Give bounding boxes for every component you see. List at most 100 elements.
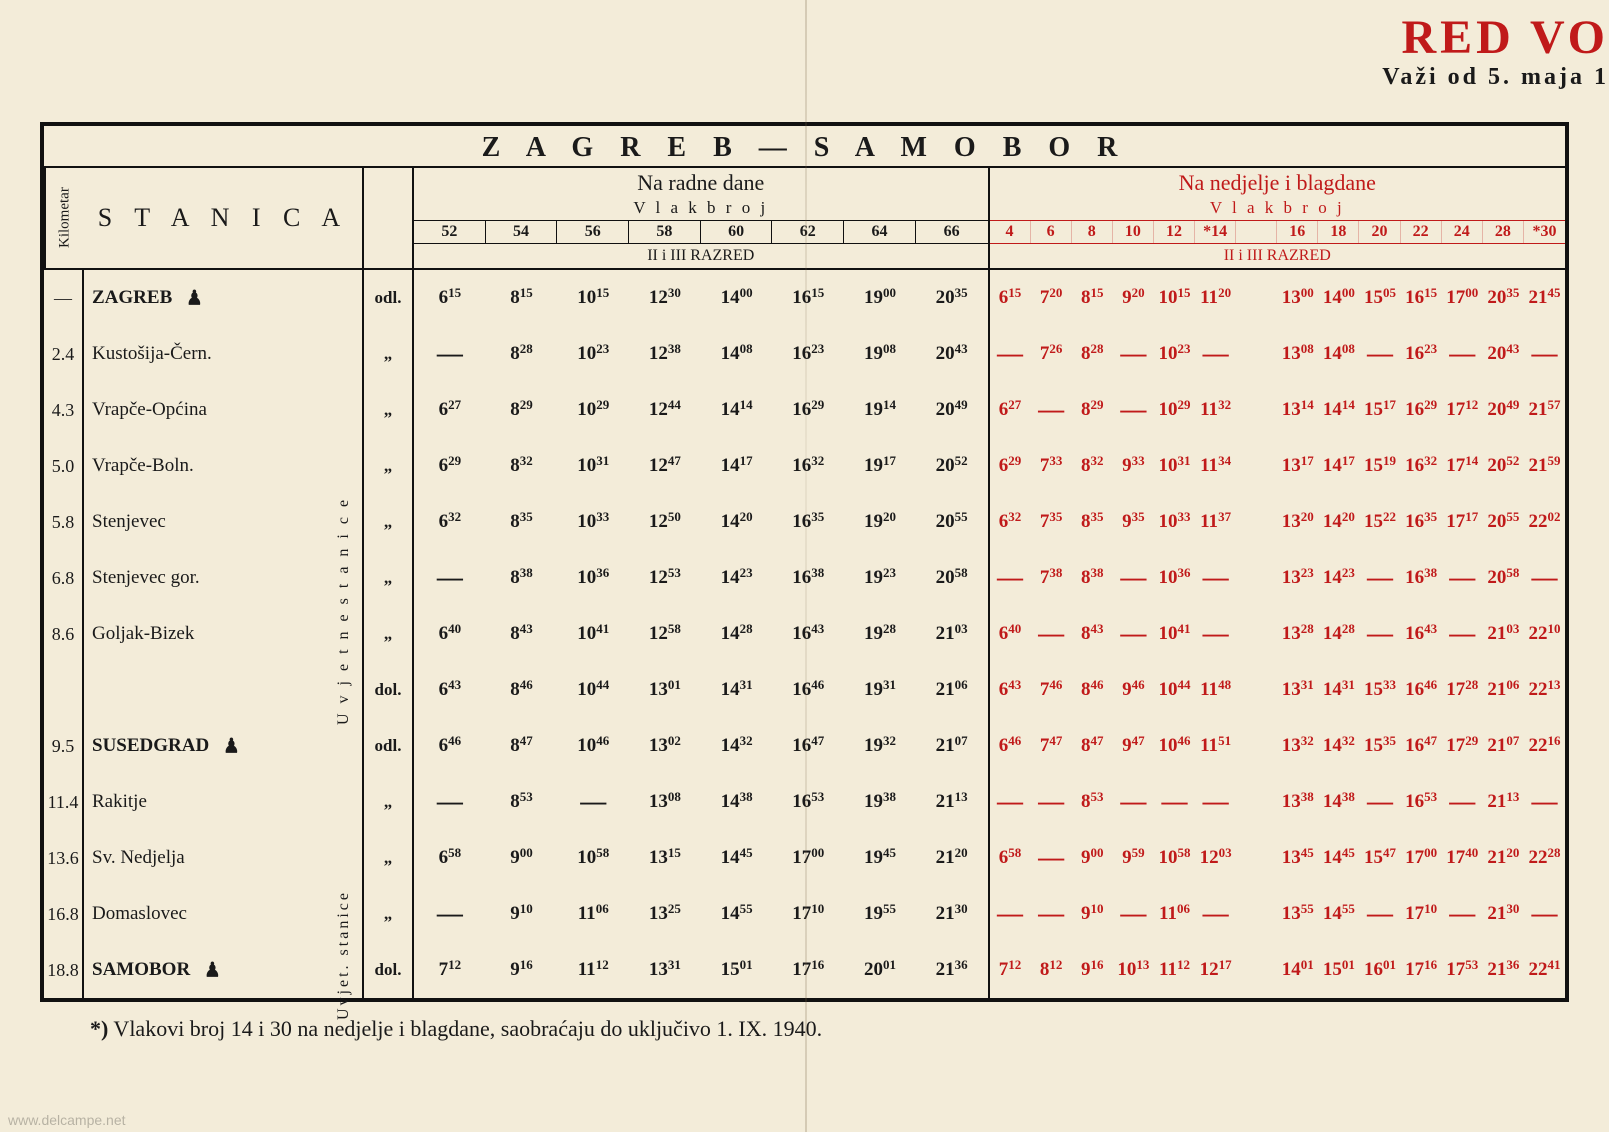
time-cell: 2159 xyxy=(1524,438,1565,494)
time-cell: — xyxy=(1113,886,1154,942)
time-cell: — xyxy=(1113,774,1154,830)
km-value: 11.4 xyxy=(44,774,82,830)
time-cell: 2130 xyxy=(1483,886,1524,942)
time-cell: 1938 xyxy=(844,774,916,830)
train-number: 54 xyxy=(486,221,558,243)
table-body: —2.44.35.05.86.88.69.511.413.616.818.8 Z… xyxy=(44,270,1565,998)
station-name: Vrapče-Boln. xyxy=(84,438,362,494)
time-cell: — xyxy=(1442,326,1483,382)
station-name: Stenjevec xyxy=(84,494,362,550)
weekday-label: Na radne dane xyxy=(414,168,988,198)
conditional-stations-label-2: Uvjet. stanice xyxy=(335,820,353,1020)
time-cell: 1046 xyxy=(1154,718,1195,774)
time-cell xyxy=(1236,550,1277,606)
time-cell: 1533 xyxy=(1359,662,1400,718)
km-value: 13.6 xyxy=(44,830,82,886)
time-cell: 916 xyxy=(486,942,558,998)
time-cell: 933 xyxy=(1113,438,1154,494)
time-cell: — xyxy=(414,774,486,830)
time-cell: 910 xyxy=(486,886,558,942)
km-value: 9.5 xyxy=(44,718,82,774)
time-cell: 2130 xyxy=(916,886,988,942)
time-cell: 1653 xyxy=(772,774,844,830)
time-cell: 1258 xyxy=(629,606,701,662)
time-cell: 1716 xyxy=(1401,942,1442,998)
time-cell: 1420 xyxy=(1318,494,1359,550)
time-cell: 1445 xyxy=(701,830,773,886)
time-cell xyxy=(1236,830,1277,886)
time-cell: 1408 xyxy=(701,326,773,382)
time-cell: 2035 xyxy=(916,270,988,326)
time-cell xyxy=(1236,942,1277,998)
time-cell: — xyxy=(1031,830,1072,886)
time-cell: 658 xyxy=(990,830,1031,886)
time-cell: — xyxy=(1195,606,1236,662)
time-cell: 1417 xyxy=(701,438,773,494)
time-cell: 1120 xyxy=(1195,270,1236,326)
time-cell: 2120 xyxy=(1483,830,1524,886)
train-number: 8 xyxy=(1072,221,1113,243)
station-name: Sv. Nedjelja xyxy=(84,830,362,886)
train-number: 66 xyxy=(916,221,988,243)
time-cell: 1345 xyxy=(1277,830,1318,886)
time-cell: 643 xyxy=(414,662,486,718)
time-cell xyxy=(1236,438,1277,494)
departure-marker: „ xyxy=(364,606,412,662)
timetable-frame: Z A G R E B — S A M O B O R Kilometar S … xyxy=(40,122,1569,1002)
time-cell: 627 xyxy=(990,382,1031,438)
time-cell: 2052 xyxy=(916,438,988,494)
time-cell: 615 xyxy=(414,270,486,326)
time-cell: — xyxy=(1031,886,1072,942)
time-cell: 1431 xyxy=(1318,662,1359,718)
time-cell: 2035 xyxy=(1483,270,1524,326)
time-cell: 2107 xyxy=(916,718,988,774)
time-cell: 1920 xyxy=(844,494,916,550)
km-value xyxy=(44,662,82,718)
station-name: SUSEDGRAD xyxy=(84,718,362,774)
time-cell: 2055 xyxy=(1483,494,1524,550)
time-cell xyxy=(1236,270,1277,326)
time-cell: — xyxy=(1113,550,1154,606)
time-cell: 947 xyxy=(1113,718,1154,774)
time-cell: 1646 xyxy=(1401,662,1442,718)
time-cell: 1638 xyxy=(1401,550,1442,606)
time-cell: 838 xyxy=(1072,550,1113,606)
time-cell: — xyxy=(1154,774,1195,830)
time-cell: 2113 xyxy=(1483,774,1524,830)
train-number: 64 xyxy=(844,221,916,243)
time-cell: — xyxy=(1442,606,1483,662)
time-cell: 1505 xyxy=(1359,270,1400,326)
time-cell: 1753 xyxy=(1442,942,1483,998)
train-number: 56 xyxy=(557,221,629,243)
time-cell: 935 xyxy=(1113,494,1154,550)
time-cell: 829 xyxy=(486,382,558,438)
time-cell: — xyxy=(990,326,1031,382)
departure-marker: „ xyxy=(364,326,412,382)
time-cell: 1023 xyxy=(1154,326,1195,382)
time-cell: 2210 xyxy=(1524,606,1565,662)
time-cell: — xyxy=(1195,326,1236,382)
time-cell xyxy=(1236,606,1277,662)
km-value: — xyxy=(44,270,82,326)
station-header: S T A N I C A xyxy=(84,168,364,268)
time-cell xyxy=(1236,886,1277,942)
brand-subtitle: Važi od 5. maja 1 xyxy=(1382,64,1609,91)
time-cell: — xyxy=(1031,774,1072,830)
departure-marker: dol. xyxy=(364,942,412,998)
time-cell: 1320 xyxy=(1277,494,1318,550)
time-cell: — xyxy=(414,550,486,606)
time-cell: — xyxy=(1113,606,1154,662)
time-cell: — xyxy=(990,886,1031,942)
time-cell: — xyxy=(1031,606,1072,662)
time-cell: 1653 xyxy=(1401,774,1442,830)
time-cell: 1331 xyxy=(1277,662,1318,718)
time-cell: 1629 xyxy=(1401,382,1442,438)
time-cell: 1058 xyxy=(1154,830,1195,886)
time-cell: — xyxy=(1359,774,1400,830)
time-cell: 1914 xyxy=(844,382,916,438)
time-cell: 847 xyxy=(486,718,558,774)
train-numbers-right: 4681012*14161820222428*30 xyxy=(990,221,1566,244)
time-cell: 712 xyxy=(990,942,1031,998)
time-cell: 2043 xyxy=(1483,326,1524,382)
time-cell: 1432 xyxy=(1318,718,1359,774)
